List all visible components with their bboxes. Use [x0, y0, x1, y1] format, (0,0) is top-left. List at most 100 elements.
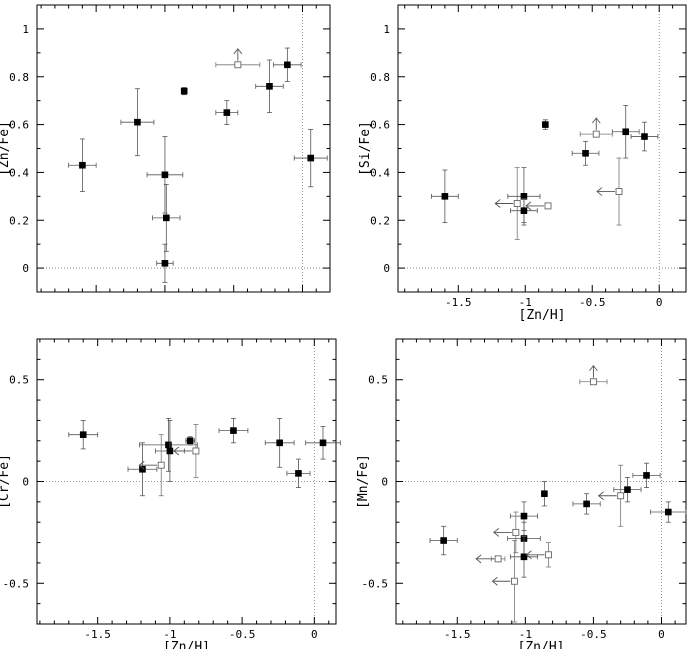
arrow-head-icon — [491, 576, 498, 586]
filled-square-point — [611, 105, 640, 159]
filled-square-point — [541, 481, 548, 507]
x-tick-label: -0.5 — [579, 296, 606, 309]
filled-square-marker — [542, 121, 549, 128]
filled-square-point — [218, 417, 249, 444]
chart-panel-2: -1.5 -1 -0.5 0 0 0.2 0.4 0.6 0.8 1 [Zn/H] [Si/Fe] — [358, 4, 687, 323]
open-square-marker — [511, 577, 518, 585]
y-tick-label: 0.2 — [9, 214, 29, 227]
filled-square-point — [509, 536, 538, 578]
y-tick-label: 0 — [22, 476, 29, 489]
filled-square-marker — [276, 439, 283, 447]
open-square-point — [494, 167, 521, 240]
filled-square-point — [632, 462, 661, 489]
filled-square-point — [180, 87, 188, 96]
y-tick-label: 0 — [381, 476, 388, 489]
filled-square-marker — [520, 553, 528, 561]
filled-square-point — [255, 59, 284, 114]
plot-frame — [397, 4, 687, 293]
open-square-point — [491, 540, 518, 623]
filled-square-point — [305, 426, 341, 460]
filled-square-point — [650, 501, 687, 523]
filled-square-point — [273, 47, 302, 82]
arrow-head-icon — [596, 187, 603, 196]
filled-square-marker — [582, 149, 589, 157]
filled-square-marker — [223, 109, 231, 116]
y-tick-label: 0 — [22, 262, 29, 275]
arrow-head-icon — [525, 550, 532, 560]
filled-square-marker — [230, 427, 237, 434]
filled-square-marker — [520, 512, 528, 520]
filled-square-marker — [440, 537, 447, 544]
filled-square-marker — [165, 441, 172, 449]
x-tick-label: -1.5 — [84, 628, 111, 641]
open-square-marker — [544, 202, 552, 210]
x-tick-label: 0 — [311, 628, 318, 641]
filled-square-point — [630, 121, 659, 152]
open-square-point — [173, 424, 200, 478]
open-square-point — [579, 117, 613, 138]
filled-square-point — [156, 243, 174, 283]
open-square-point — [596, 157, 623, 226]
filled-square-marker — [643, 472, 650, 479]
open-square-marker — [615, 188, 623, 196]
filled-square-point — [429, 525, 458, 556]
x-tick-label: -1.5 — [445, 296, 472, 309]
y-tick-label: 1 — [383, 23, 390, 36]
filled-square-marker — [295, 470, 302, 477]
filled-square-marker — [266, 83, 273, 90]
filled-square-point — [293, 128, 328, 188]
y-tick-label: 0.5 — [9, 374, 29, 387]
filled-square-marker — [624, 486, 631, 493]
filled-square-marker — [139, 465, 146, 473]
filled-square-marker — [665, 508, 672, 516]
open-square-marker — [234, 61, 242, 69]
filled-square-marker — [319, 439, 327, 447]
open-square-point — [525, 201, 552, 211]
arrow-head-icon — [591, 117, 601, 124]
filled-square-marker — [79, 431, 87, 438]
x-tick-label: -1 — [519, 296, 532, 309]
filled-square-marker — [161, 171, 169, 179]
open-square-marker — [589, 378, 597, 386]
filled-square-marker — [583, 500, 590, 508]
open-square-marker — [513, 200, 521, 207]
filled-square-marker — [541, 490, 548, 498]
chart-panel-4: -1.5 -1 -0.5 0 -0.5 0 0.5 [Zn/H] [Mn/Fe] — [356, 338, 687, 649]
filled-square-point — [146, 136, 184, 214]
arrow-head-icon — [493, 528, 500, 537]
filled-square-marker — [166, 447, 174, 455]
open-square-point — [597, 464, 625, 527]
x-tick-label: 0 — [656, 296, 663, 309]
y-tick-label: 0.4 — [9, 166, 29, 179]
y-axis-label: [Zn/Fe] — [0, 121, 12, 176]
filled-square-marker — [163, 214, 170, 222]
y-tick-label: -0.5 — [3, 577, 30, 590]
arrow-head-icon — [475, 554, 482, 564]
y-axis-label: [Mn/Fe] — [356, 454, 371, 509]
filled-square-marker — [520, 193, 528, 200]
open-square-marker — [592, 130, 600, 138]
y-tick-label: -0.5 — [362, 577, 389, 590]
open-square-marker — [192, 447, 200, 455]
arrow-head-icon — [173, 446, 180, 456]
filled-square-marker — [641, 133, 648, 140]
arrow-head-icon — [138, 460, 145, 470]
filled-square-marker — [622, 128, 630, 136]
x-axis-label: [Zn/H] — [519, 308, 566, 323]
filled-square-marker — [307, 154, 315, 162]
x-tick-label: 0 — [658, 628, 665, 641]
y-axis-label: [Si/Fe] — [358, 121, 373, 176]
y-tick-label: 0.6 — [370, 119, 390, 132]
open-square-point — [138, 434, 165, 497]
filled-square-marker — [180, 87, 188, 95]
arrow-head-icon — [233, 48, 243, 55]
x-axis-label: [Zn/H] — [163, 640, 210, 649]
open-square-point — [215, 48, 261, 69]
filled-square-marker — [284, 61, 291, 69]
arrow-head-icon — [525, 201, 532, 211]
plot-frame — [36, 338, 337, 625]
x-tick-label: -1.5 — [444, 628, 471, 641]
open-square-marker — [512, 528, 520, 536]
open-square-marker — [545, 551, 552, 559]
